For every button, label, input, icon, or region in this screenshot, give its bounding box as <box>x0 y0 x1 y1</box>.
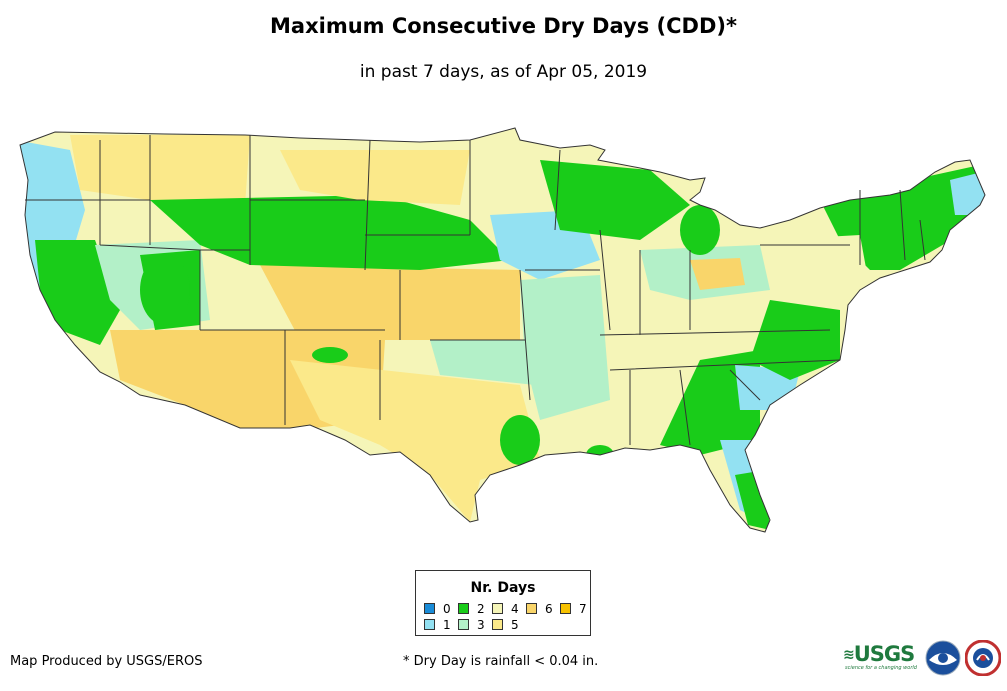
legend-item-4: 4 <box>492 601 519 616</box>
legend-item-1: 1 <box>424 617 451 632</box>
legend-item-3: 3 <box>458 617 485 632</box>
legend-item-6: 6 <box>526 601 553 616</box>
cdd-zone-2-georgia <box>660 350 760 455</box>
legend-label: 6 <box>545 601 553 616</box>
dry-day-footnote: * Dry Day is rainfall < 0.04 in. <box>403 654 599 669</box>
legend-label: 2 <box>477 601 485 616</box>
us-cdd-map <box>19 127 986 533</box>
legend-label: 7 <box>579 601 587 616</box>
legend-label: 4 <box>511 601 519 616</box>
legend-swatch <box>424 603 435 614</box>
usgs-tagline: science for a changing world <box>845 665 917 671</box>
legend-label: 0 <box>443 601 451 616</box>
legend-item-0: 0 <box>424 601 451 616</box>
usgs-logo-text: USGS <box>853 642 916 666</box>
legend-swatch <box>492 619 503 630</box>
cdd-zone-6-ohio <box>690 258 745 290</box>
state-borders <box>19 127 986 533</box>
legend-swatch <box>424 619 435 630</box>
cdd-zone-4-pennsylvania <box>770 235 870 290</box>
cdd-zone-3-oklahoma <box>430 340 535 385</box>
cdd-patch-2-texas <box>500 415 540 465</box>
cdd-zone-3-missouri <box>520 275 610 420</box>
cdd-zone-2-california <box>35 240 120 345</box>
nws-logo-icon <box>965 640 1001 676</box>
map-subtitle: in past 7 days, as of Apr 05, 2019 <box>359 62 648 82</box>
legend-swatch <box>526 603 537 614</box>
us-map-svg <box>19 127 986 533</box>
legend-label: 3 <box>477 617 485 632</box>
legend-item-7: 7 <box>560 601 587 616</box>
agency-logos: ≋USGS science for a changing world <box>843 638 1003 678</box>
usgs-logo: ≋USGS <box>843 642 916 666</box>
map-legend: Nr. Days 0 1 2 3 4 5 6 7 <box>415 570 591 636</box>
legend-item-2: 2 <box>458 601 485 616</box>
cdd-patch-2-nm <box>312 347 348 363</box>
cdd-patch-2-utah <box>140 255 190 325</box>
legend-label: 1 <box>443 617 451 632</box>
legend-swatch <box>458 603 469 614</box>
legend-title: Nr. Days <box>470 580 536 596</box>
legend-swatch <box>492 603 503 614</box>
cdd-zone-5-northwest <box>70 135 250 205</box>
legend-swatch <box>560 603 571 614</box>
cdd-patch-2-michigan <box>680 205 720 255</box>
map-title: Maximum Consecutive Dry Days (CDD)* <box>270 14 737 38</box>
cdd-zone-2-virginia <box>750 300 840 380</box>
cdd-zone-2-greatlakes <box>540 160 690 240</box>
legend-label: 5 <box>511 617 519 632</box>
cdd-zone-5-texas <box>290 360 540 522</box>
noaa-logo-icon <box>925 640 961 676</box>
cdd-zone-5-dakotas <box>280 150 470 205</box>
internal-borders <box>25 135 926 446</box>
cdd-fill-layer <box>20 128 985 532</box>
usgs-wave-icon: ≋ <box>843 647 855 663</box>
legend-swatch <box>458 619 469 630</box>
legend-item-5: 5 <box>492 617 519 632</box>
map-credit: Map Produced by USGS/EROS <box>10 654 203 669</box>
cdd-zone-6-plains <box>260 265 520 340</box>
cdd-zone-2-rockies <box>150 195 510 270</box>
